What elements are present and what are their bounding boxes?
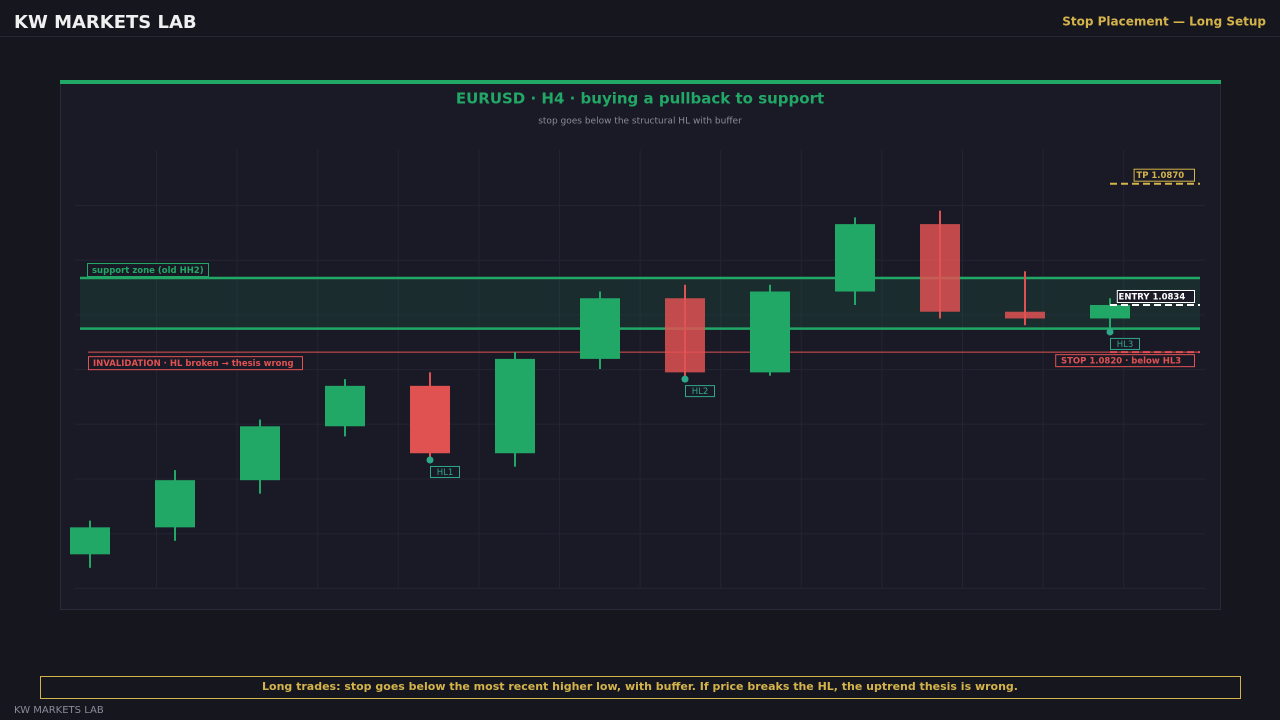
- brand: KW MARKETS LAB: [14, 12, 197, 33]
- footer-brand: KW MARKETS LAB: [14, 705, 104, 716]
- swing-low-label: HL1: [437, 468, 454, 478]
- candle-body: [1005, 311, 1045, 319]
- candle-body: [920, 224, 960, 312]
- chart-subtitle: stop goes below the structural HL with b…: [538, 117, 742, 127]
- level-label-box: [1116, 289, 1196, 303]
- swing-low-box: [430, 465, 460, 478]
- swing-low-label: HL3: [1117, 340, 1134, 350]
- candle-body: [750, 291, 790, 373]
- footer-box: [40, 676, 1241, 699]
- level-label-box: [1055, 354, 1195, 368]
- candle-body: [835, 224, 875, 292]
- support-zone: [80, 278, 1200, 329]
- footer-note: Long trades: stop goes below the most re…: [262, 680, 1018, 693]
- swing-low-box: [685, 385, 715, 398]
- chart-title: EURUSD · H4 · buying a pullback to suppo…: [456, 90, 824, 108]
- level-label: STOP 1.0820 · below HL3: [1061, 357, 1181, 367]
- swing-low-box: [1110, 337, 1140, 350]
- zone-label: support zone (old HH2): [92, 266, 204, 276]
- section-title: Stop Placement — Long Setup: [1062, 15, 1266, 29]
- level-label-box: [1133, 168, 1195, 182]
- candle-body: [240, 426, 280, 481]
- candle-body: [155, 480, 195, 528]
- invalidation-box: [88, 356, 303, 371]
- invalidation-label: INVALIDATION · HL broken → thesis wrong: [93, 359, 294, 369]
- level-label: ENTRY 1.0834: [1119, 292, 1186, 302]
- candle-body: [580, 298, 620, 359]
- swing-low-dot: [426, 456, 434, 464]
- swing-low-dot: [681, 375, 689, 383]
- candle-body: [325, 385, 365, 427]
- level-label: TP 1.0870: [1136, 171, 1184, 181]
- candle-body: [410, 385, 450, 454]
- zone-label-box: [87, 263, 209, 278]
- swing-low-label: HL2: [692, 387, 709, 397]
- swing-low-dot: [1106, 328, 1114, 336]
- candle-body: [495, 358, 535, 454]
- candle-body: [70, 527, 110, 555]
- plot: support zone (old HH2) INVALIDATION · HL …: [70, 168, 1200, 568]
- candle-body: [1090, 304, 1130, 319]
- candle-body: [665, 298, 705, 373]
- grid: [75, 150, 1205, 589]
- panel-accent: [60, 80, 1221, 84]
